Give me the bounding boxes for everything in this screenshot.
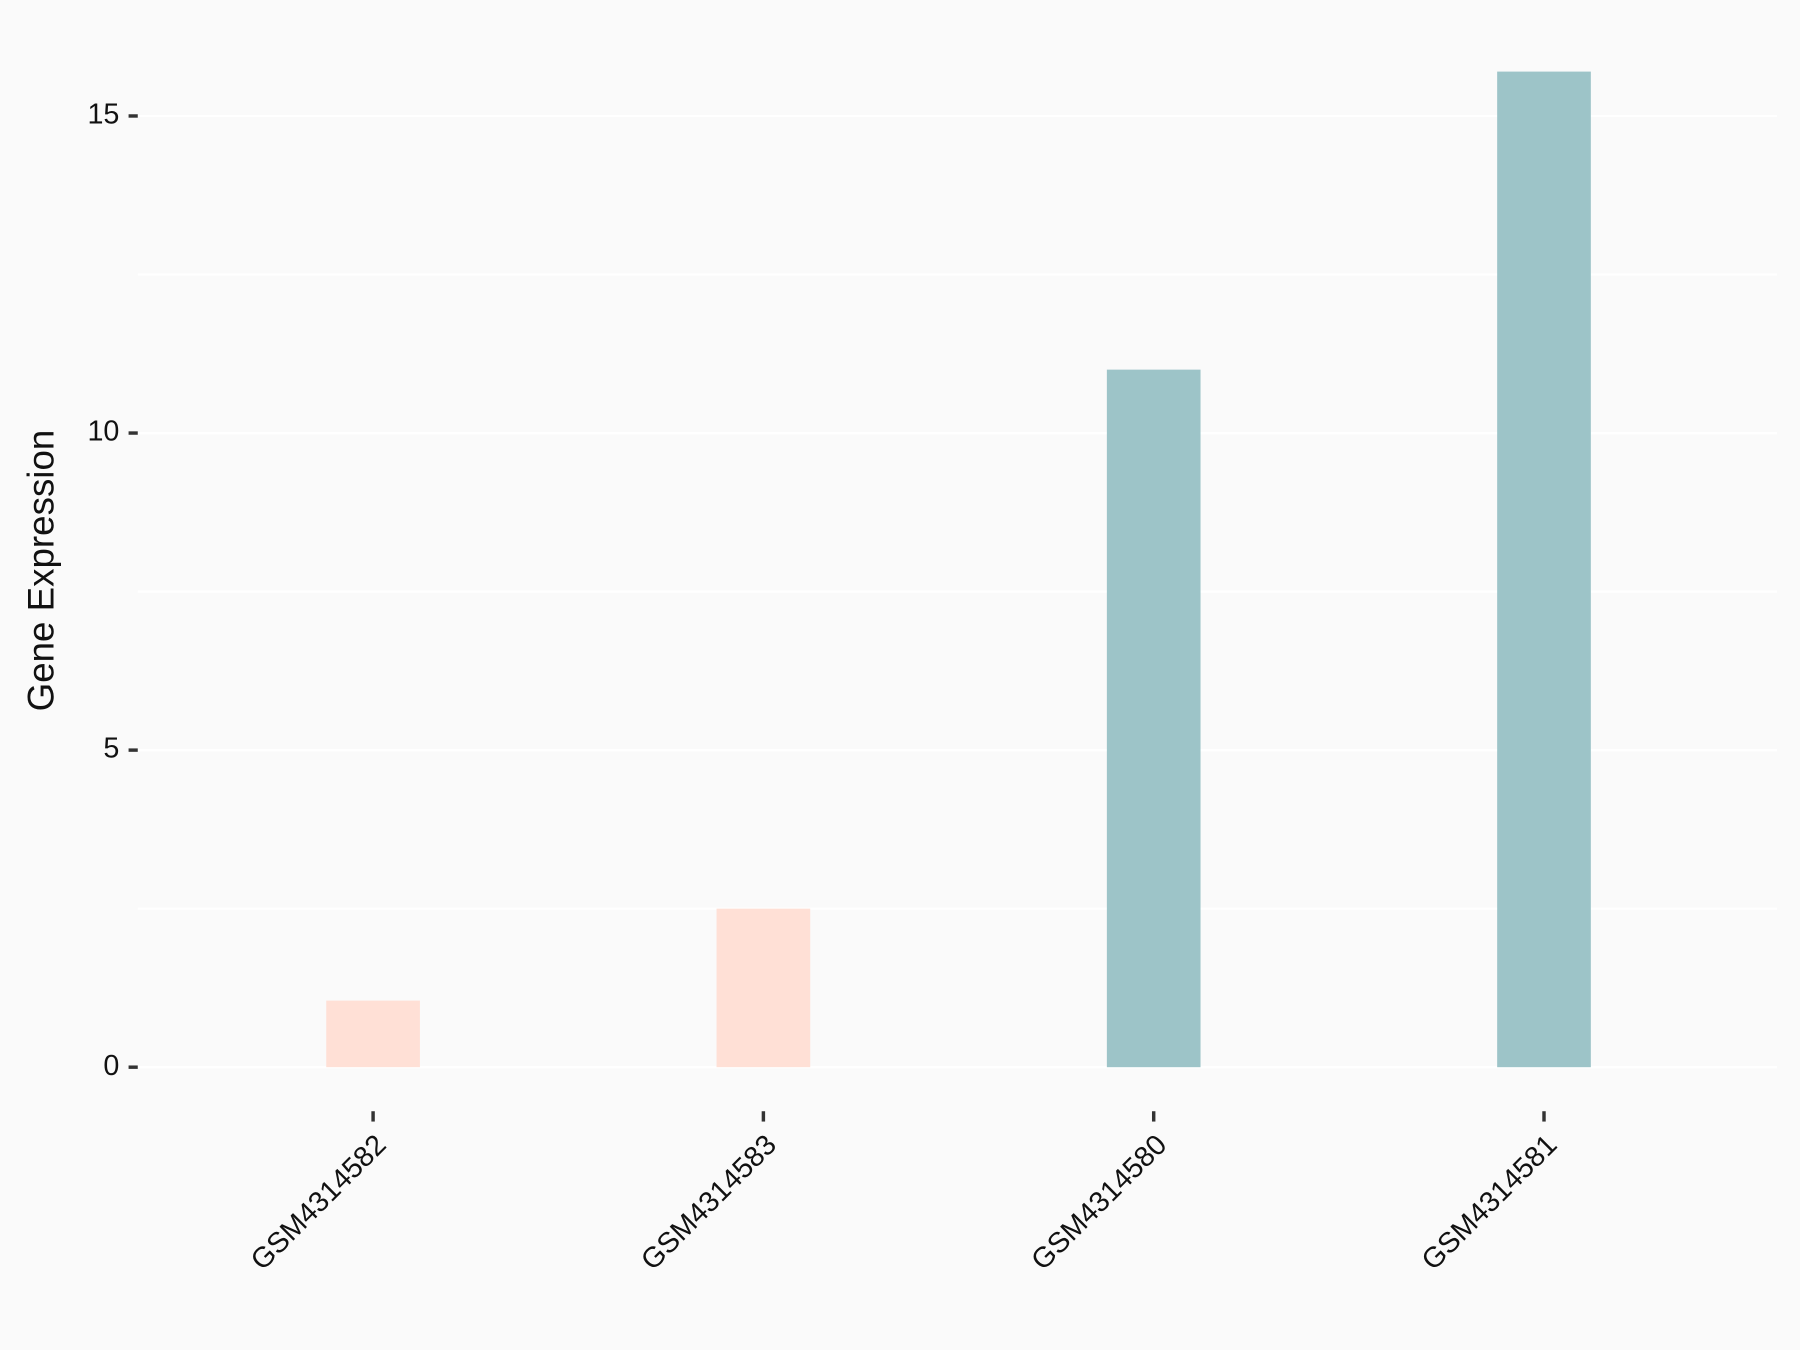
y-tick-label: 0 [103, 1050, 119, 1082]
bar [326, 1000, 420, 1068]
y-axis-title: Gene Expression [20, 430, 61, 712]
y-tick-label: 5 [103, 733, 119, 765]
y-tick-label: 15 [87, 99, 119, 131]
y-tick-label: 10 [87, 416, 119, 448]
bar [1497, 71, 1591, 1068]
bar [1106, 369, 1201, 1068]
bar [716, 908, 811, 1068]
